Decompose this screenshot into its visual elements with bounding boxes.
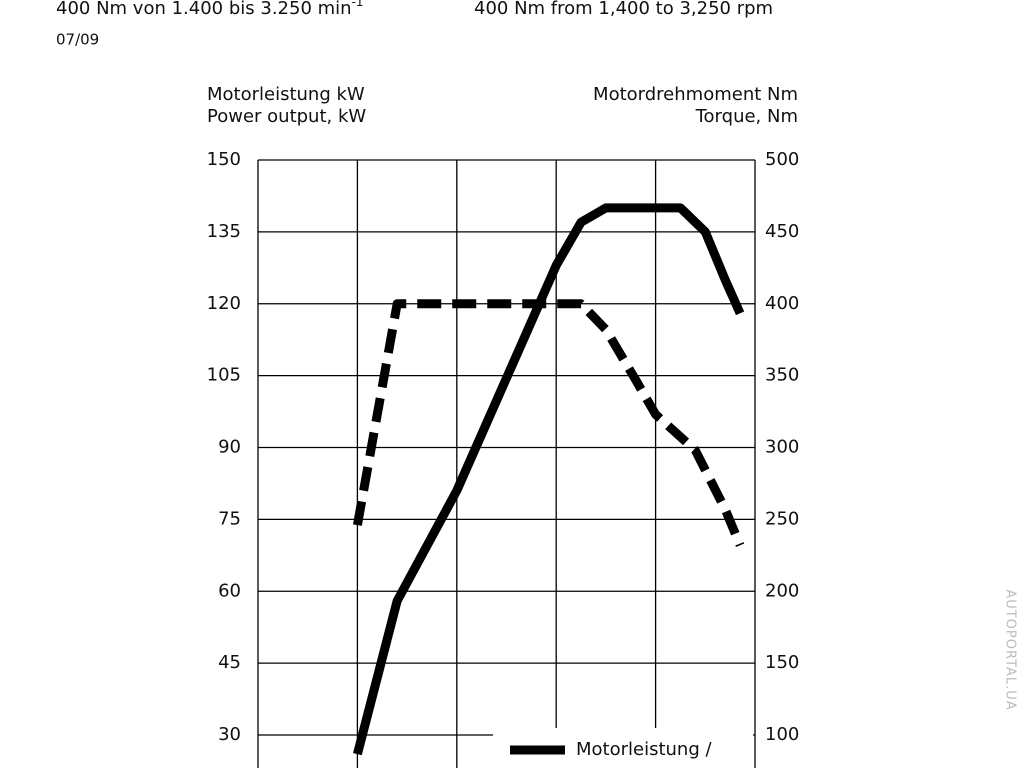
legend-label: Motorleistung / xyxy=(576,739,712,760)
y-tick-label: 135 xyxy=(207,221,241,242)
date: 07/09 xyxy=(56,31,99,49)
header-right: 400 Nm from 1,400 to 3,250 rpm xyxy=(474,0,773,19)
data-line xyxy=(353,203,745,756)
y-tick-label: 90 xyxy=(218,437,241,458)
y2-tick-label: 200 xyxy=(765,580,799,601)
y2-tick-label: 500 xyxy=(765,149,799,170)
y-tick-label: 75 xyxy=(218,508,241,529)
y2-tick-label: 150 xyxy=(765,652,799,673)
y-tick-label: 105 xyxy=(207,365,241,386)
y-tick-label: 30 xyxy=(218,724,241,745)
y-tick-label: 45 xyxy=(218,652,241,673)
y-axis-label: Motorleistung kW xyxy=(207,84,365,105)
y-axis-label: Power output, kW xyxy=(207,106,366,127)
y2-axis-label: Torque, Nm xyxy=(695,106,798,127)
y2-tick-label: 300 xyxy=(765,437,799,458)
y2-tick-label: 100 xyxy=(765,724,799,745)
y-tick-label: 60 xyxy=(218,580,241,601)
y-tick-label: 150 xyxy=(207,149,241,170)
y2-axis-label: Motordrehmoment Nm xyxy=(593,84,798,105)
header-left: 400 Nm von 1.400 bis 3.250 min-1 xyxy=(56,0,364,19)
y2-tick-label: 250 xyxy=(765,508,799,529)
y2-tick-label: 350 xyxy=(765,365,799,386)
y2-tick-label: 450 xyxy=(765,221,799,242)
data-line xyxy=(352,299,745,547)
y2-tick-label: 400 xyxy=(765,293,799,314)
y-tick-label: 120 xyxy=(207,293,241,314)
watermark: AUTOPORTAL.UA xyxy=(1003,589,1018,710)
